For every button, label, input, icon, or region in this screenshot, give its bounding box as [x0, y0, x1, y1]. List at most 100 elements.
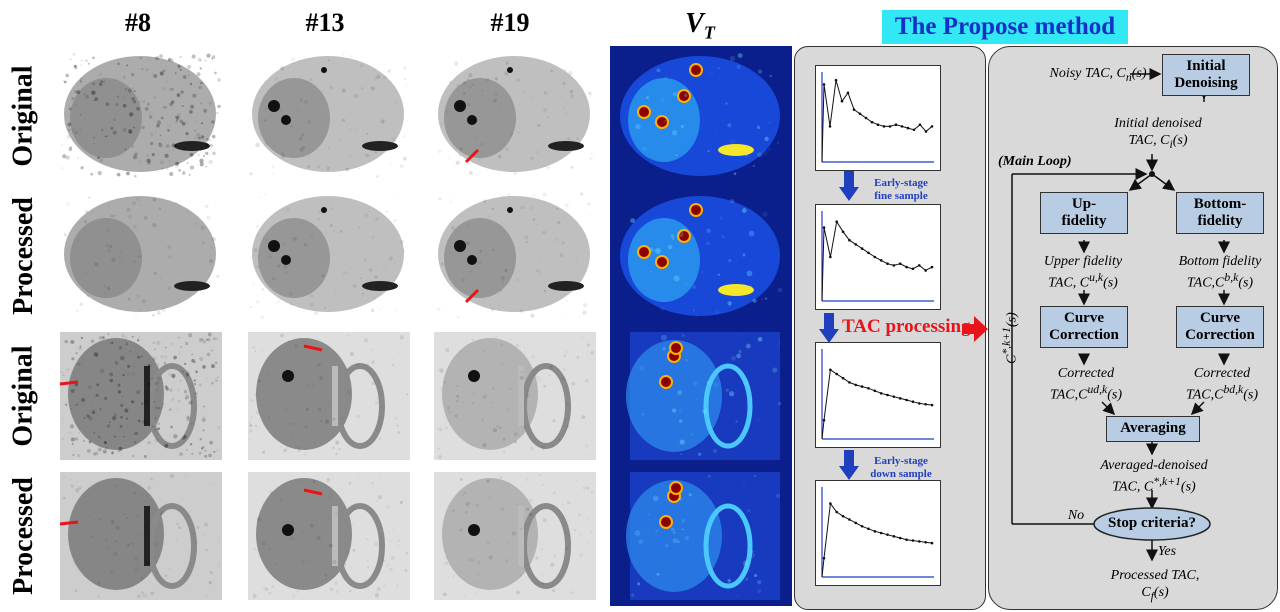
vt-symbol: V [685, 8, 704, 39]
early-fine-line1: Early-stage [874, 177, 928, 189]
main-loop-label: (Main Loop) [998, 154, 1072, 169]
averaged-line1: Averaged-denoised [1100, 458, 1208, 473]
noisy-tac-label: Noisy TAC, Cn(s) [1030, 66, 1166, 85]
vt-colormap-image [610, 326, 792, 466]
loop-label-arg: (s) [1004, 312, 1020, 328]
bottom-fidelity-line1: Bottom- [1193, 195, 1247, 212]
tac-plot-3 [815, 342, 941, 448]
row-label-processed-2: Processed [2, 466, 46, 606]
down-arrow-icon [839, 450, 859, 480]
row-label-text: Processed [8, 197, 39, 315]
bottom-fidelity-line2: fidelity [1197, 213, 1243, 229]
processed-arg: (s) [1153, 584, 1169, 600]
row-label-original-2: Original [2, 326, 46, 466]
averaged-arg: (s) [1180, 479, 1196, 495]
initial-denoising-node: Initial Denoising [1162, 54, 1250, 96]
vt-colormap-image [610, 46, 792, 186]
curve-correction-up-node: Curve Correction [1040, 306, 1128, 348]
tac-plot-2 [815, 204, 941, 310]
pet-scan-image [240, 46, 418, 186]
row-label-text: Original [8, 65, 39, 167]
bottom-tac-line2: TAC,C [1186, 275, 1225, 291]
corrected-up-line1: Corrected [1057, 366, 1115, 381]
bottom-fidelity-node: Bottom-fidelity [1176, 192, 1264, 234]
upper-tac-sup: u,k [1089, 270, 1104, 284]
loop-label-sup: *,k+1 [1000, 327, 1013, 355]
upper-tac-arg: (s) [1103, 275, 1118, 291]
early-down-line1: Early-stage [874, 455, 928, 467]
vt-subscript: T [703, 22, 715, 43]
processed-sub: f [1150, 589, 1154, 603]
corrected-up-arg: (s) [1107, 387, 1122, 403]
row-label-text: Original [8, 345, 39, 447]
bottom-tac-arg: (s) [1238, 275, 1254, 291]
column-header-13: #13 [305, 8, 345, 37]
tac-plot-4 [815, 480, 941, 586]
tac-curves-panel: Early-stage fine sample Early-stage down… [794, 46, 986, 610]
down-arrow-icon [839, 171, 859, 201]
upper-tac-line1: Upper fidelity [1043, 254, 1123, 269]
pet-scan-image [52, 466, 230, 606]
loop-label-text: C [1004, 354, 1020, 364]
row-label-original-1: Original [2, 46, 46, 186]
averaged-denoised-label: Averaged-denoised TAC, C*,k+1(s) [1084, 458, 1224, 496]
bottom-fidelity-tac-label: Bottom fidelity TAC,Cb,k(s) [1160, 254, 1280, 292]
row-label-text: Processed [8, 477, 39, 595]
corrected-bottom-line1: Corrected [1193, 366, 1251, 381]
averaged-sup: *,k+1 [1153, 474, 1181, 488]
pet-scan-image [52, 326, 230, 466]
pet-scan-image [52, 46, 230, 186]
curve-correction-up-line1: Curve [1063, 309, 1104, 326]
early-down-label: Early-stage down sample [861, 455, 941, 480]
vt-colormap-image [610, 466, 792, 606]
bottom-tac-sup: b,k [1224, 270, 1239, 284]
corrected-up-sup: ud,k [1087, 382, 1108, 396]
row-label-processed-1: Processed [2, 186, 46, 326]
early-down-line2: down sample [870, 467, 932, 480]
column-header-19: #19 [490, 8, 530, 37]
right-arrow-icon [962, 316, 988, 342]
down-arrow-icon [819, 313, 839, 343]
vt-colormap-image [610, 186, 792, 326]
initial-denoised-line1: Initial denoised [1114, 116, 1202, 131]
early-fine-label: Early-stage fine sample [861, 177, 941, 202]
column-header-8: #8 [125, 8, 151, 37]
up-fidelity-node: Up-fidelity [1040, 192, 1128, 234]
flowchart-arrows [1011, 68, 1230, 562]
processed-line2: C [1141, 584, 1151, 600]
initial-denoising-line1: Initial [1186, 57, 1226, 74]
curve-correction-bottom-line2: Correction [1185, 327, 1255, 343]
initial-denoised-label: Initial denoised TAC, Ci(s) [1092, 116, 1224, 152]
yes-label: Yes [1157, 544, 1177, 559]
upper-tac-line2: TAC, C [1048, 275, 1090, 291]
noisy-tac-text: Noisy TAC, C [1049, 66, 1126, 81]
processed-line1: Processed TAC, [1110, 568, 1200, 583]
initial-denoising-line2: Denoising [1174, 75, 1238, 91]
pet-scan-image [426, 186, 604, 326]
pet-scan-image [240, 326, 418, 466]
vt-header: VT [645, 8, 755, 44]
corrected-bottom-label: Corrected TAC,Cbd,k(s) [1162, 366, 1280, 404]
loop-label: C*,k+1(s) [994, 312, 1024, 366]
processed-tac-label: Processed TAC, Cf(s) [1090, 568, 1220, 604]
noisy-tac-arg: (s) [1131, 66, 1147, 81]
tac-processing-label: TAC processing [842, 316, 971, 337]
up-fidelity-line2: fidelity [1061, 213, 1107, 229]
bottom-tac-line1: Bottom fidelity [1178, 254, 1262, 269]
noisy-tac-sub: n [1125, 70, 1132, 84]
method-title: The Propose method [882, 10, 1128, 44]
pet-scan-image [240, 186, 418, 326]
pet-scan-image [426, 466, 604, 606]
corrected-up-label: Corrected TAC,Cud,k(s) [1026, 366, 1146, 404]
initial-denoised-arg: (s) [1172, 132, 1188, 148]
initial-denoised-sub: i [1169, 137, 1173, 151]
curve-correction-bottom-node: Curve Correction [1176, 306, 1264, 348]
pet-scan-image [52, 186, 230, 326]
curve-correction-bottom-line1: Curve [1199, 309, 1240, 326]
pet-scan-image [240, 466, 418, 606]
no-label: No [1067, 508, 1085, 523]
corrected-bottom-sup: bd,k [1223, 382, 1244, 396]
upper-fidelity-tac-label: Upper fidelity TAC, Cu,k(s) [1020, 254, 1146, 292]
up-fidelity-line1: Up- [1071, 195, 1097, 212]
pet-scan-image [426, 46, 604, 186]
